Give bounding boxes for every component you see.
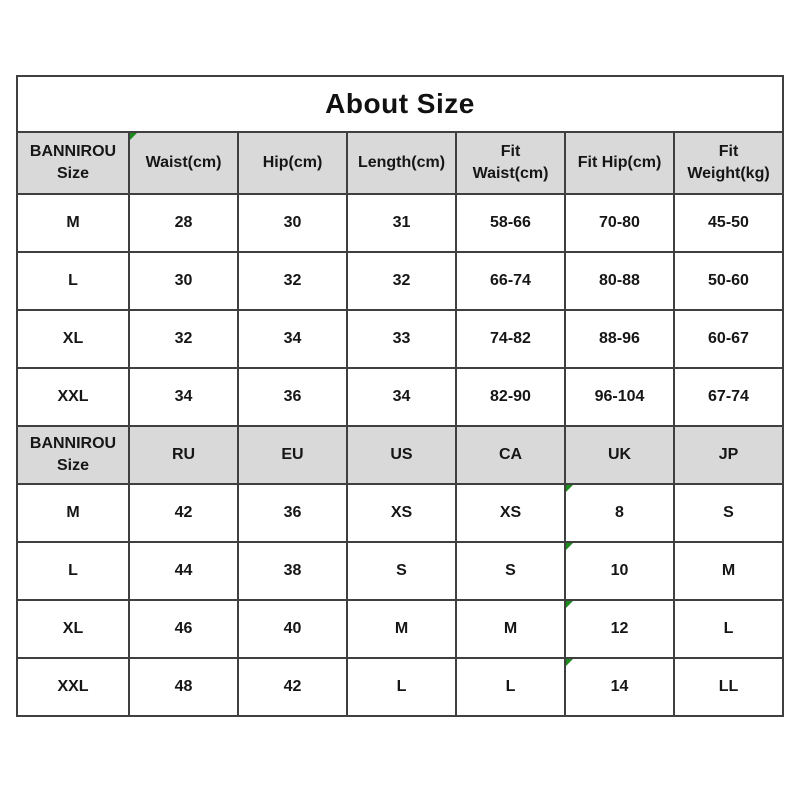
cell-fit-weight: 60-67 (673, 309, 784, 369)
cell-hip: 36 (237, 367, 348, 427)
cell-size-label: XL (16, 599, 130, 659)
title-row: About Size (16, 75, 784, 133)
cell-hip: 32 (237, 251, 348, 311)
cell-fit-waist: 74-82 (455, 309, 566, 369)
excel-error-flag-icon (131, 134, 137, 140)
cell-size-label: XXL (16, 657, 130, 717)
cell-uk-value: 10 (610, 562, 629, 580)
cell-fit-hip: 88-96 (564, 309, 675, 369)
column-header-length: Length(cm) (346, 131, 457, 195)
cell-fit-hip: 96-104 (564, 367, 675, 427)
cell-size-label: M (16, 483, 130, 543)
column-header-waist: Waist(cm) (128, 131, 239, 195)
cell-ca: S (455, 541, 566, 601)
cell-ca: M (455, 599, 566, 659)
cell-fit-waist: 82-90 (455, 367, 566, 427)
measurement-row-l: L 30 32 32 66-74 80-88 50-60 (16, 251, 784, 311)
cell-length: 31 (346, 193, 457, 253)
cell-uk: 8 (564, 483, 675, 543)
column-header-ca: CA (455, 425, 566, 485)
cell-size-label: XXL (16, 367, 130, 427)
page-title: About Size (16, 75, 784, 133)
cell-fit-hip: 70-80 (564, 193, 675, 253)
column-header-eu: EU (237, 425, 348, 485)
excel-error-flag-icon (567, 602, 573, 608)
size-chart-table: About Size BANNIROU Size Waist(cm) Hip(c… (16, 75, 784, 717)
cell-waist: 30 (128, 251, 239, 311)
cell-jp: M (673, 541, 784, 601)
cell-ru: 44 (128, 541, 239, 601)
cell-uk-value: 14 (610, 678, 629, 696)
cell-waist: 34 (128, 367, 239, 427)
excel-error-flag-icon (567, 544, 573, 550)
cell-jp: S (673, 483, 784, 543)
column-header-size-2: BANNIROU Size (16, 425, 130, 485)
cell-hip: 34 (237, 309, 348, 369)
size-chart: About Size BANNIROU Size Waist(cm) Hip(c… (16, 75, 784, 717)
cell-uk: 14 (564, 657, 675, 717)
cell-size-label: L (16, 251, 130, 311)
conversion-row-xl: XL 46 40 M M 12 L (16, 599, 784, 659)
column-header-waist-label: Waist(cm) (145, 154, 222, 172)
cell-size-label: XL (16, 309, 130, 369)
cell-fit-weight: 45-50 (673, 193, 784, 253)
cell-fit-waist: 58-66 (455, 193, 566, 253)
cell-ru: 46 (128, 599, 239, 659)
cell-uk: 10 (564, 541, 675, 601)
cell-waist: 28 (128, 193, 239, 253)
cell-us: M (346, 599, 457, 659)
conversion-header-row: BANNIROU Size RU EU US CA UK JP (16, 425, 784, 485)
column-header-us: US (346, 425, 457, 485)
cell-eu: 36 (237, 483, 348, 543)
cell-length: 33 (346, 309, 457, 369)
excel-error-flag-icon (567, 486, 573, 492)
cell-eu: 38 (237, 541, 348, 601)
cell-eu: 40 (237, 599, 348, 659)
column-header-fit-waist: Fit Waist(cm) (455, 131, 566, 195)
cell-fit-waist: 66-74 (455, 251, 566, 311)
measurement-row-m: M 28 30 31 58-66 70-80 45-50 (16, 193, 784, 253)
column-header-jp: JP (673, 425, 784, 485)
cell-fit-hip: 80-88 (564, 251, 675, 311)
cell-size-label: L (16, 541, 130, 601)
cell-jp: LL (673, 657, 784, 717)
cell-uk-value: 8 (615, 504, 624, 522)
cell-hip: 30 (237, 193, 348, 253)
cell-fit-weight: 50-60 (673, 251, 784, 311)
column-header-ru: RU (128, 425, 239, 485)
column-header-size: BANNIROU Size (16, 131, 130, 195)
cell-uk-value: 12 (610, 620, 629, 638)
column-header-fit-hip: Fit Hip(cm) (564, 131, 675, 195)
cell-uk: 12 (564, 599, 675, 659)
column-header-fit-weight: Fit Weight(kg) (673, 131, 784, 195)
cell-us: L (346, 657, 457, 717)
cell-eu: 42 (237, 657, 348, 717)
cell-ru: 42 (128, 483, 239, 543)
measurement-row-xxl: XXL 34 36 34 82-90 96-104 67-74 (16, 367, 784, 427)
excel-error-flag-icon (567, 660, 573, 666)
column-header-uk: UK (564, 425, 675, 485)
cell-size-label: M (16, 193, 130, 253)
cell-us: S (346, 541, 457, 601)
cell-ca: XS (455, 483, 566, 543)
conversion-row-m: M 42 36 XS XS 8 S (16, 483, 784, 543)
cell-waist: 32 (128, 309, 239, 369)
cell-ca: L (455, 657, 566, 717)
cell-jp: L (673, 599, 784, 659)
cell-ru: 48 (128, 657, 239, 717)
cell-us: XS (346, 483, 457, 543)
measurement-row-xl: XL 32 34 33 74-82 88-96 60-67 (16, 309, 784, 369)
cell-length: 32 (346, 251, 457, 311)
cell-fit-weight: 67-74 (673, 367, 784, 427)
measurement-header-row: BANNIROU Size Waist(cm) Hip(cm) Length(c… (16, 131, 784, 195)
cell-length: 34 (346, 367, 457, 427)
conversion-row-xxl: XXL 48 42 L L 14 LL (16, 657, 784, 717)
conversion-row-l: L 44 38 S S 10 M (16, 541, 784, 601)
column-header-hip: Hip(cm) (237, 131, 348, 195)
